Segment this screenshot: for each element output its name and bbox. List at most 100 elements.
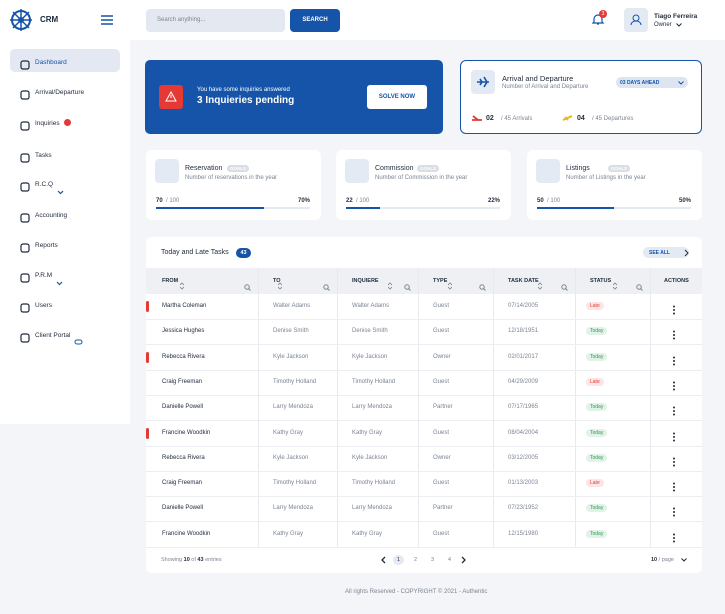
sort-icon[interactable]: [612, 277, 618, 295]
range-select[interactable]: 03 DAYS AHEAD: [616, 77, 688, 88]
tasks-count: 43: [236, 248, 251, 258]
cell-from: Rebecca Rivera: [162, 353, 205, 360]
nav-item[interactable]: Inquiries: [35, 120, 60, 127]
page-button[interactable]: 3: [430, 557, 435, 563]
avatar[interactable]: [624, 8, 648, 32]
row-actions[interactable]: [672, 504, 676, 522]
cell-type: Guest: [433, 429, 450, 436]
filter-search[interactable]: [636, 278, 643, 296]
progress-bar: [346, 207, 380, 209]
nav-item[interactable]: Accounting: [35, 212, 68, 219]
nav-item[interactable]: Reports: [35, 242, 58, 249]
page-button[interactable]: 2: [413, 557, 418, 563]
nav-item[interactable]: Dashboard: [35, 59, 67, 66]
column-header[interactable]: FROM: [162, 278, 179, 284]
entries-text: entries: [205, 557, 222, 563]
see-all-chevron[interactable]: [684, 249, 689, 257]
nav-item[interactable]: Tasks: [35, 152, 52, 159]
row-actions[interactable]: [672, 454, 676, 472]
row-actions[interactable]: [672, 327, 676, 345]
row-divider: [146, 546, 702, 548]
cell-inquiere: Timothy Holland: [352, 480, 396, 487]
status-badge: Late: [586, 302, 604, 310]
column-header[interactable]: TASK DATE: [508, 278, 539, 284]
sort-icon[interactable]: [447, 277, 453, 295]
cell-date: 12/18/1951: [508, 328, 539, 335]
sort-icon[interactable]: [277, 277, 283, 295]
row-actions[interactable]: [672, 378, 676, 396]
cell-type: Partner: [433, 505, 453, 512]
sort-icon[interactable]: [537, 277, 543, 295]
nav-item[interactable]: R.C.Q: [35, 181, 54, 188]
search-placeholder: Search anything...: [157, 17, 206, 23]
column-header[interactable]: TO: [273, 278, 281, 284]
column-divider: [258, 268, 259, 547]
page-button[interactable]: 1: [393, 555, 404, 565]
filter-search[interactable]: [561, 278, 568, 296]
page-size-chevron[interactable]: [681, 558, 687, 562]
nav-chevron[interactable]: [57, 182, 64, 200]
prev-page[interactable]: [380, 556, 386, 564]
row-actions[interactable]: [672, 429, 676, 447]
warning-icon: [159, 85, 183, 109]
column-header[interactable]: INQUIERE: [352, 278, 379, 284]
status-badge: Today: [586, 428, 608, 437]
next-page[interactable]: [461, 556, 467, 564]
cell-date: 07/14/2005: [508, 303, 539, 309]
cell-from: Danielle Powell: [162, 404, 204, 411]
filter-search[interactable]: [244, 278, 251, 296]
cell-inquiere: Kyle Jackson: [352, 454, 388, 461]
nav-chevron[interactable]: [56, 273, 63, 291]
total-count: 43: [197, 557, 204, 563]
column-divider: [418, 268, 419, 547]
row-actions[interactable]: [672, 479, 676, 497]
user-role: Owner: [654, 22, 672, 28]
row-actions[interactable]: [672, 302, 676, 320]
row-actions[interactable]: [672, 353, 676, 371]
cell-inquiere: Denise Smith: [352, 328, 388, 335]
menu-toggle[interactable]: [101, 15, 113, 25]
arrivals-label: / 45 Arrivals: [501, 116, 533, 122]
cell-to: Kyle Jackson: [273, 353, 309, 360]
sort-icon[interactable]: [387, 277, 393, 295]
notification-count: 3: [599, 10, 607, 18]
filter-search[interactable]: [404, 278, 411, 296]
filter-search[interactable]: [479, 278, 486, 296]
status-badge: Today: [586, 403, 608, 412]
page-size[interactable]: 10 / page: [651, 557, 674, 563]
search-button[interactable]: SEARCH: [290, 9, 340, 32]
nav-item[interactable]: Arrival/Departure: [35, 89, 85, 96]
see-all-button[interactable]: SEE ALL: [643, 247, 689, 258]
nav-icon: [20, 57, 30, 75]
nav-icon: [20, 210, 30, 228]
stat-subtitle: Number of reservations in the year: [185, 175, 278, 181]
row-divider: [146, 445, 702, 447]
nav-item[interactable]: P.R.M: [35, 272, 53, 279]
page-button[interactable]: 4: [447, 557, 452, 563]
column-header[interactable]: ACTIONS: [664, 278, 689, 284]
sort-icon[interactable]: [179, 277, 185, 295]
solve-now-button[interactable]: SOLVE NOW: [367, 85, 427, 109]
row-actions[interactable]: [672, 530, 676, 548]
stat-value: 50: [537, 198, 544, 204]
column-divider: [337, 268, 338, 547]
nav-alert: [64, 119, 71, 126]
filter-search[interactable]: [323, 278, 330, 296]
column-header[interactable]: STATUS: [590, 278, 612, 284]
table-header: [146, 268, 702, 294]
nav-item[interactable]: Users: [35, 302, 52, 309]
column-header[interactable]: TYPE: [433, 278, 448, 284]
see-all-label: SEE ALL: [649, 250, 670, 256]
search-input[interactable]: Search anything...: [146, 9, 285, 32]
nav-item[interactable]: Client Portal: [35, 332, 71, 339]
user-menu-chevron[interactable]: [676, 23, 682, 27]
pending-banner: You have some inquiries answered 3 Inqui…: [145, 60, 443, 134]
progress-bar: [537, 207, 614, 209]
plane-icon: [471, 70, 495, 94]
banner-message: You have some inquiries answered: [197, 87, 290, 93]
row-actions[interactable]: [672, 403, 676, 421]
stat-title: Listings: [566, 165, 590, 172]
logo: [10, 9, 32, 31]
stat-value: 22: [346, 198, 353, 204]
stat-card: Reservation GOALS Number of reservations i…: [146, 150, 321, 220]
